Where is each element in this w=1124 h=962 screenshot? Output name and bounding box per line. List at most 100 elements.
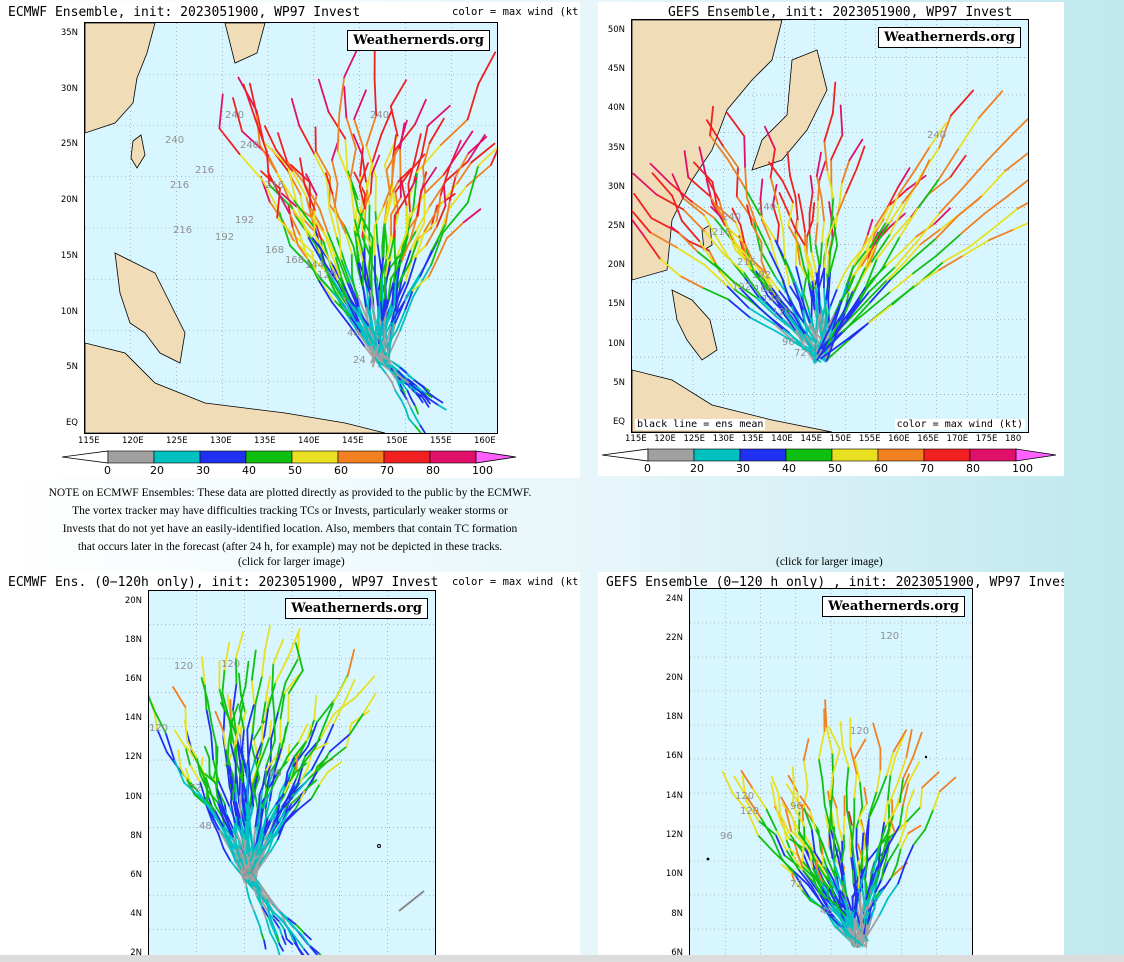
ensemble-track-segment	[400, 398, 407, 411]
ensemble-track-segment	[395, 373, 405, 381]
ecmwf-120h-panel[interactable]: ECMWF Ens. (0−120h only), init: 20230519…	[2, 572, 580, 958]
ensemble-track-segment	[794, 227, 806, 246]
lat-tick-label: 45N	[607, 64, 625, 75]
ensemble-track-segment	[845, 263, 855, 286]
ensemble-track-segment	[829, 225, 837, 253]
ensemble-track-segment	[325, 172, 334, 195]
ensemble-track-segment	[269, 838, 279, 853]
ensemble-track-segment	[210, 732, 214, 761]
bottom-scrollbar[interactable]	[0, 955, 1124, 962]
ensemble-track-segment	[424, 396, 431, 405]
forecast-hour-label: 192	[215, 232, 234, 243]
ensemble-track-segment	[769, 238, 777, 262]
ensemble-track-segment	[404, 216, 412, 247]
ensemble-track-segment	[362, 692, 377, 714]
forecast-hour-label: 24	[242, 868, 255, 879]
ensemble-track-segment	[394, 123, 416, 151]
ensemble-track-segment	[385, 373, 393, 383]
ensemble-track-segment	[814, 243, 821, 266]
ensemble-track-segment	[384, 259, 392, 287]
ensemble-track-segment	[323, 265, 345, 298]
ensemble-track-segment	[856, 853, 863, 867]
ensemble-track-segment	[855, 910, 861, 927]
ensemble-track-segment	[370, 237, 374, 273]
ensemble-track-segment	[703, 263, 728, 287]
ensemble-track-segment	[797, 868, 813, 888]
ecmwf-ensemble-panel[interactable]: ECMWF Ensemble, init: 2023051900, WP97 I…	[2, 2, 580, 478]
ensemble-track-segment	[291, 207, 313, 238]
note-line: The vortex tracker may have difficulties…	[72, 505, 508, 517]
ensemble-track-segment	[836, 911, 848, 928]
ensemble-track-segment	[1012, 117, 1028, 135]
ensemble-track-segment	[439, 166, 451, 196]
ensemble-track-segment	[204, 775, 212, 793]
ensemble-track-segment	[222, 817, 232, 836]
ensemble-track-segment	[761, 219, 772, 241]
ensemble-track-segment	[215, 765, 218, 790]
ensemble-track-segment	[466, 134, 486, 163]
ensemble-track-segment	[759, 249, 776, 277]
ensemble-track-segment	[865, 872, 875, 900]
ensemble-track-segment	[234, 860, 244, 878]
ensemble-track-segment	[669, 182, 693, 203]
ensemble-track-segment	[864, 254, 874, 272]
ensemble-track-segment	[834, 311, 847, 338]
forecast-hour-label: 216	[170, 180, 189, 191]
ensemble-track-segment	[428, 117, 445, 145]
click-larger-image-link[interactable]: (click for larger image)	[238, 556, 345, 568]
lon-tick-label: 145E	[800, 434, 822, 444]
ensemble-track-segment	[853, 772, 858, 799]
colorbar-arrow-left	[62, 450, 109, 464]
ensemble-track-segment	[232, 708, 238, 738]
note-line: NOTE on ECMWF Ensembles: These data are …	[48, 487, 532, 499]
colorbar-tick-label: 20	[690, 462, 704, 475]
ensemble-track-segment	[929, 122, 947, 148]
ensemble-track-segment	[419, 424, 427, 433]
ensemble-track-segment	[1004, 152, 1028, 172]
ensemble-track-segment	[788, 847, 799, 857]
ensemble-track-segment	[230, 780, 234, 804]
ensemble-track-segment	[368, 245, 372, 270]
ensemble-track-segment	[448, 139, 462, 168]
ensemble-track-segment	[780, 796, 792, 815]
lat-tick-label: 25N	[607, 221, 625, 231]
ensemble-track-segment	[368, 267, 372, 290]
ensemble-track-segment	[326, 255, 339, 281]
ensemble-track-segment	[477, 146, 497, 167]
ensemble-track-segment	[397, 281, 410, 307]
ensemble-track-segment	[983, 195, 1009, 215]
ensemble-track-segment	[856, 842, 863, 856]
ensemble-track-segment	[256, 896, 264, 909]
ensemble-track-segment	[349, 315, 362, 333]
click-larger-image-link[interactable]: (click for larger image)	[776, 556, 883, 568]
ensemble-track-segment	[264, 768, 268, 785]
ensemble-track-segment	[806, 883, 825, 908]
ensemble-track-segment	[815, 151, 822, 177]
ensemble-track-segment	[880, 868, 885, 881]
gefs-ensemble-panel[interactable]: GEFS Ensemble, init: 2023051900, WP97 In…	[598, 2, 1064, 476]
ensemble-track-segment	[841, 745, 850, 768]
ensemble-track-segment	[385, 234, 393, 260]
ensemble-track-segment	[183, 781, 205, 802]
ensemble-track-segment	[389, 79, 407, 108]
ensemble-track-segment	[722, 252, 745, 273]
ensemble-track-segment	[295, 924, 306, 935]
ensemble-track-segment	[239, 860, 246, 880]
ensemble-track-segment	[781, 311, 796, 331]
gefs-120h-panel[interactable]: 120 120 120 120 96 96 72 48 Weathernerds.org GE…	[598, 572, 1064, 958]
ensemble-track-segment	[218, 127, 241, 155]
ensemble-track-segment	[735, 243, 753, 270]
ensemble-track-segment	[844, 321, 870, 342]
ensemble-track-segment	[427, 391, 436, 399]
lat-tick-label: 40N	[607, 103, 625, 114]
ensemble-track-segment	[949, 154, 967, 178]
ensemble-track-segment	[781, 300, 795, 317]
ensemble-track-segment	[866, 817, 870, 846]
land-asia	[632, 20, 783, 281]
watermark-logo: Weathernerds.org	[285, 598, 428, 619]
land-borneo-newguinea	[632, 369, 833, 432]
ensemble-track-segment	[750, 267, 769, 291]
ensemble-track-segment	[278, 819, 288, 834]
ensemble-track-segment	[731, 792, 749, 812]
ensemble-track-segment	[331, 159, 339, 185]
